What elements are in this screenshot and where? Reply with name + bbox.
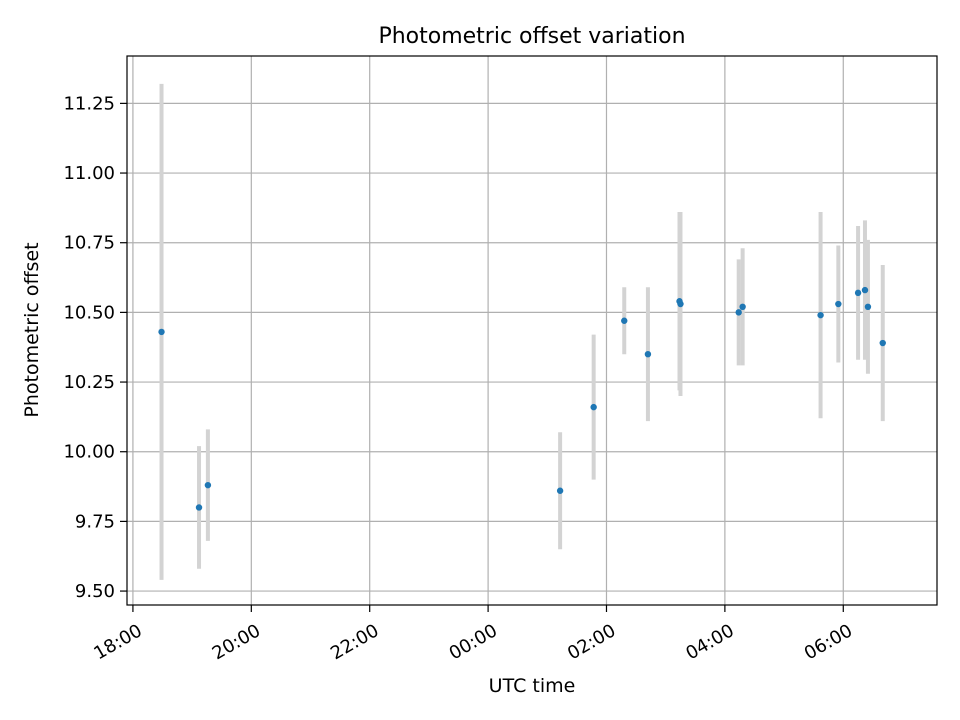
data-point [861, 286, 869, 294]
y-tick-label: 10.50 [63, 302, 115, 323]
y-tick-label: 11.00 [63, 163, 115, 184]
data-point [817, 311, 824, 319]
x-axis-label: UTC time [489, 675, 576, 697]
y-tick-label: 11.25 [63, 93, 115, 114]
data-point [879, 339, 886, 347]
chart-title: Photometric offset variation [378, 24, 685, 49]
data-point [158, 328, 165, 336]
data-point [204, 481, 212, 489]
y-tick-label: 9.75 [75, 511, 115, 532]
data-point [854, 289, 862, 297]
y-tick-label: 10.75 [63, 233, 115, 254]
y-axis-label: Photometric offset [21, 242, 43, 417]
data-point [739, 303, 746, 311]
grid-layer [127, 56, 937, 605]
data-point [556, 487, 564, 494]
plot-frame [126, 55, 938, 606]
data-point [195, 504, 203, 511]
data-point [590, 403, 597, 411]
y-tick-label: 9.50 [75, 581, 115, 602]
y-tick-label: 10.00 [63, 442, 115, 463]
data-point-layer [158, 286, 886, 511]
data-point [735, 309, 742, 316]
data-point [621, 317, 628, 324]
data-point [677, 300, 684, 308]
data-point [864, 303, 872, 311]
data-point [644, 350, 652, 358]
data-point [835, 300, 842, 308]
y-tick-label: 10.25 [63, 372, 115, 393]
